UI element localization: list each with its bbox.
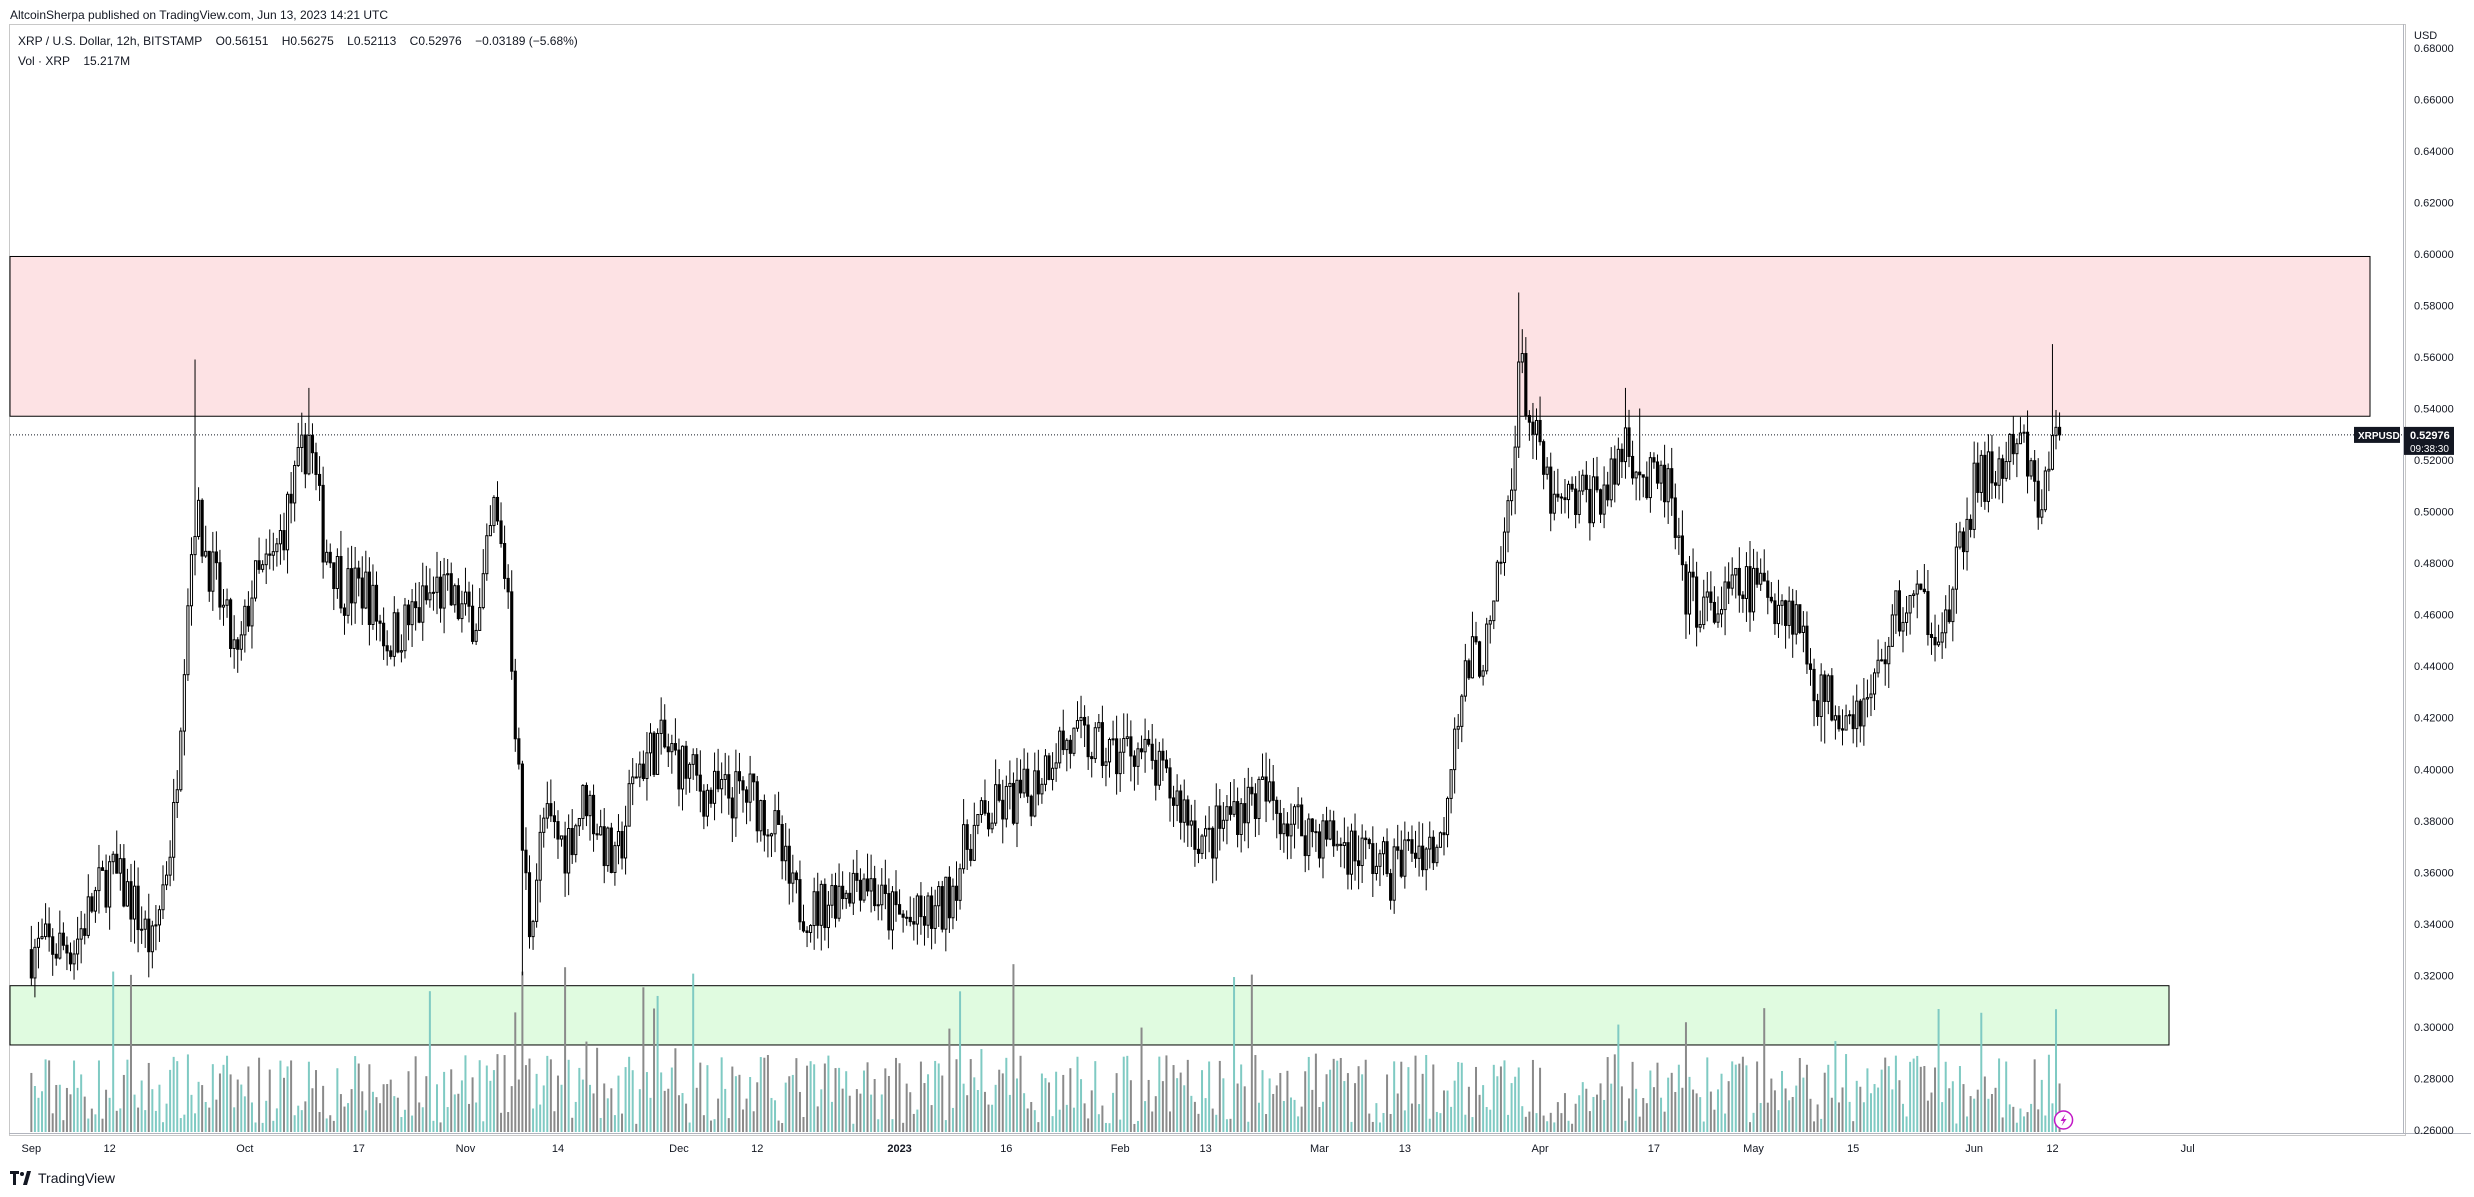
x-tick-label: Oct [236, 1143, 253, 1155]
legend-o-label: O [215, 34, 225, 48]
y-tick-label: 0.58000 [2414, 300, 2454, 312]
currency-label: USD [2414, 30, 2438, 42]
footer-brand-label: TradingView [38, 1170, 116, 1186]
y-tick-label: 0.64000 [2414, 146, 2454, 158]
x-tick-label: 14 [552, 1143, 564, 1155]
time-axis-separator [9, 1133, 2471, 1134]
publish-text: AltcoinSherpa published on TradingView.c… [10, 8, 389, 22]
legend-l-label: L [347, 34, 354, 48]
legend-c-label: C [409, 34, 419, 48]
tradingview-logo-icon [10, 1171, 31, 1185]
legend-symbol[interactable]: XRP / U.S. Dollar, 12h, BITSTAMP [18, 34, 203, 48]
y-tick-label: 0.62000 [2414, 197, 2454, 209]
y-tick-label: 0.42000 [2414, 713, 2454, 725]
legend-h-label: H [281, 34, 291, 48]
last-price-value: 0.52976 [2410, 430, 2450, 442]
symbol-legend: XRP / U.S. Dollar, 12h, BITSTAMP O0.5615… [18, 31, 588, 71]
y-tick-label: 0.52000 [2414, 455, 2454, 467]
chart-pane[interactable] [9, 24, 2406, 1136]
y-tick-label: 0.44000 [2414, 661, 2454, 673]
x-tick-label: 13 [1399, 1143, 1411, 1155]
publish-header: AltcoinSherpa published on TradingView.c… [10, 8, 388, 22]
legend-open: 0.56151 [224, 34, 269, 48]
x-tick-label: Apr [1531, 1143, 1548, 1155]
legend-high: 0.56275 [290, 34, 334, 48]
y-tick-label: 0.60000 [2414, 249, 2454, 261]
legend-change: −0.03189 (−5.68%) [475, 34, 578, 48]
legend-close: 0.52976 [418, 34, 462, 48]
legend-low: 0.52113 [353, 34, 397, 48]
price-axis: 0.68000 0.66000 0.64000 0.62000 0.60000 0.580… [2414, 43, 2454, 1137]
y-tick-label: 0.66000 [2414, 94, 2454, 106]
y-tick-label: 0.30000 [2414, 1022, 2454, 1034]
x-tick-label: 16 [1000, 1143, 1012, 1155]
x-tick-label: 2023 [887, 1143, 911, 1155]
y-tick-label: 0.50000 [2414, 507, 2454, 519]
x-tick-label: Nov [456, 1143, 476, 1155]
y-tick-label: 0.36000 [2414, 867, 2454, 879]
y-tick-label: 0.40000 [2414, 764, 2454, 776]
x-tick-label: 12 [104, 1143, 116, 1155]
time-axis: Sep 12 Oct 17 Nov 14 Dec 12 2023 16 Feb 13 Mar 13 Apr 1… [22, 1143, 2195, 1155]
x-tick-label: Sep [22, 1143, 42, 1155]
y-tick-label: 0.68000 [2414, 43, 2454, 55]
x-tick-label: 12 [2046, 1143, 2058, 1155]
y-tick-label: 0.56000 [2414, 352, 2454, 364]
y-tick-label: 0.32000 [2414, 970, 2454, 982]
y-tick-label: 0.38000 [2414, 816, 2454, 828]
price-axis-separator [2403, 24, 2404, 1134]
x-tick-label: 17 [1648, 1143, 1660, 1155]
x-tick-label: Mar [1310, 1143, 1329, 1155]
y-tick-label: 0.48000 [2414, 558, 2454, 570]
x-tick-label: Feb [1111, 1143, 1130, 1155]
footer-brand[interactable]: TradingView [10, 1170, 115, 1186]
x-tick-label: 12 [751, 1143, 763, 1155]
y-tick-label: 0.28000 [2414, 1073, 2454, 1085]
x-tick-label: 17 [353, 1143, 365, 1155]
y-tick-label: 0.54000 [2414, 404, 2454, 416]
x-tick-label: Jul [2181, 1143, 2195, 1155]
last-price-tag [2404, 426, 2454, 455]
y-tick-label: 0.34000 [2414, 919, 2454, 931]
legend-volume-label[interactable]: Vol · XRP [18, 54, 71, 68]
x-tick-label: Dec [669, 1143, 689, 1155]
x-tick-label: 13 [1199, 1143, 1211, 1155]
y-tick-label: 0.46000 [2414, 610, 2454, 622]
x-tick-label: Jun [1965, 1143, 1983, 1155]
countdown-value: 09:38:30 [2410, 444, 2449, 455]
x-tick-label: 15 [1847, 1143, 1859, 1155]
legend-volume: 15.217M [83, 54, 131, 68]
y-tick-label: 0.26000 [2414, 1125, 2454, 1137]
x-tick-label: May [1743, 1143, 1764, 1155]
